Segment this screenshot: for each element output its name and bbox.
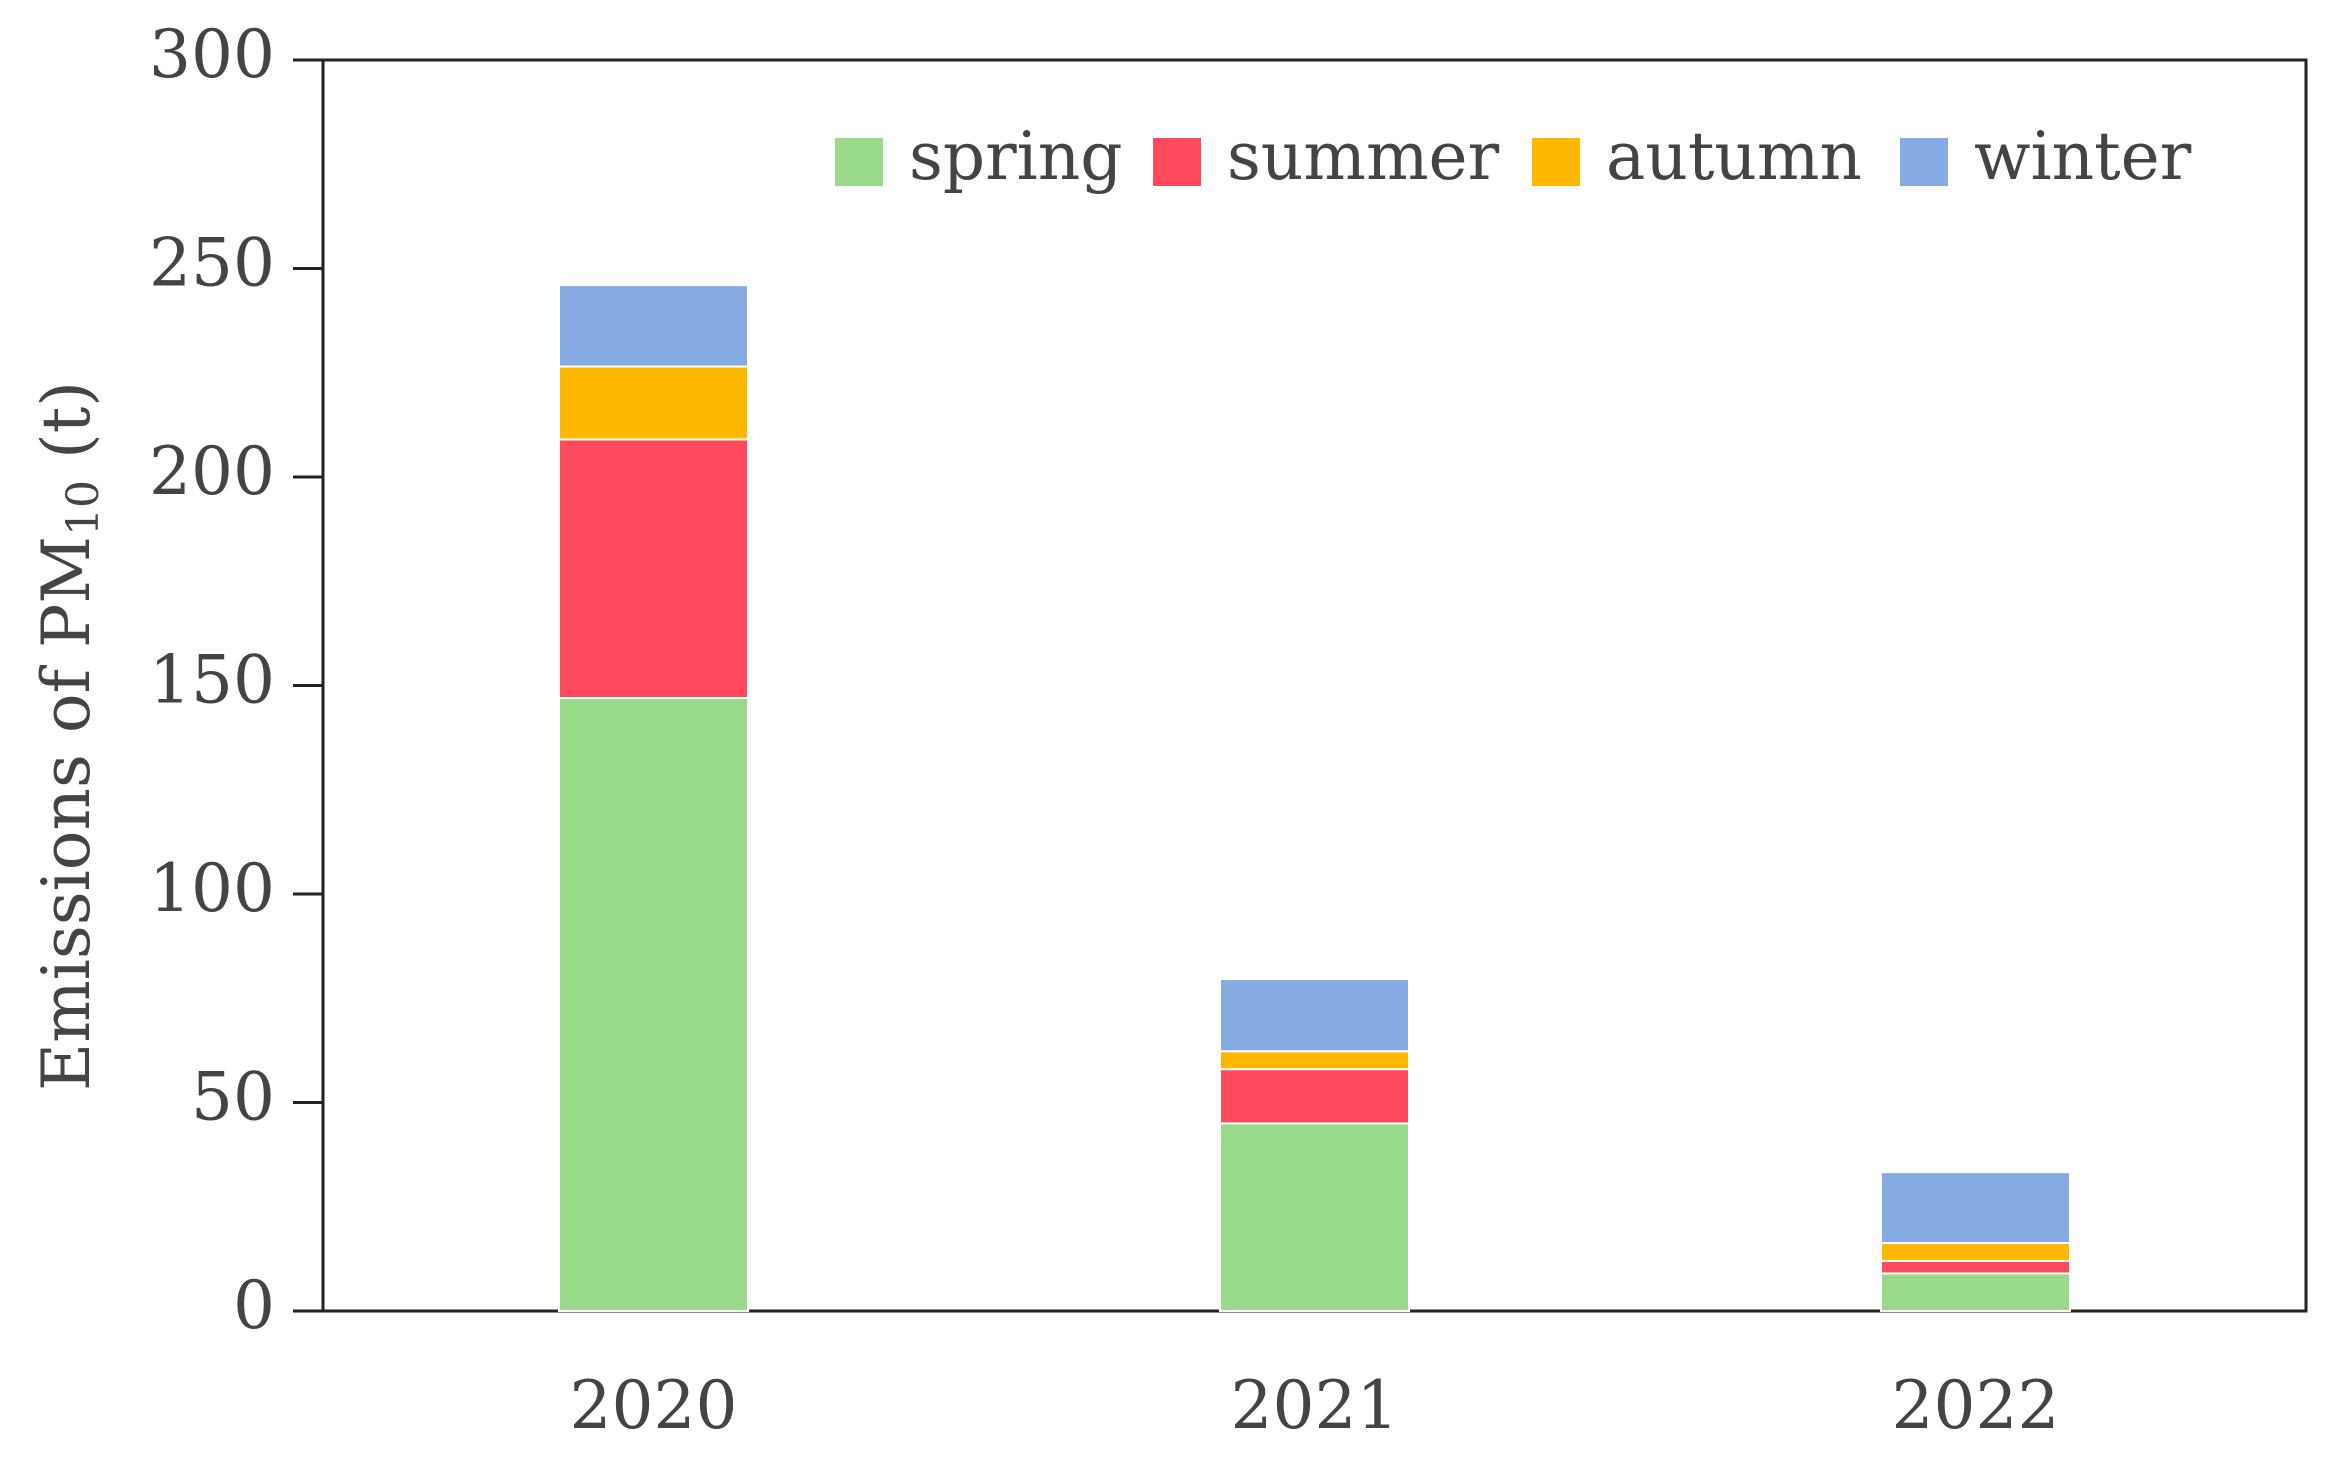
y-tick-label: 50: [191, 1059, 275, 1136]
legend-swatch: [835, 138, 883, 186]
y-label-main: Emissions of PM: [28, 536, 105, 1091]
bar-segment: [558, 438, 749, 700]
legend-label: winter: [1974, 118, 2192, 195]
x-tick-label: 2020: [570, 1367, 738, 1444]
bar-segment: [558, 284, 749, 368]
bar-segment: [1880, 1272, 2071, 1312]
y-label-sub: 10: [58, 480, 109, 536]
bar-segment: [1880, 1259, 2071, 1275]
y-tick-label: 0: [233, 1267, 275, 1344]
bar-segment: [1219, 978, 1410, 1053]
bar-segment: [1880, 1242, 2071, 1262]
bar-segment: [1219, 1068, 1410, 1125]
bar-segment: [558, 697, 749, 1312]
bar-segment: [1219, 1122, 1410, 1312]
y-tick-label: 150: [149, 642, 275, 719]
legend-label: summer: [1227, 118, 1500, 195]
bar-segment: [1880, 1171, 2071, 1245]
bar-segment: [1219, 1050, 1410, 1071]
y-label-unit: (t): [28, 381, 105, 480]
x-tick-label: 2021: [1231, 1367, 1399, 1444]
legend-label: autumn: [1606, 118, 1862, 195]
legend-swatch: [1532, 138, 1580, 186]
x-tick-label: 2022: [1892, 1367, 2060, 1444]
legend-swatch: [1900, 138, 1948, 186]
legend-swatch: [1153, 138, 1201, 186]
y-tick-label: 300: [149, 16, 275, 93]
y-tick-label: 100: [149, 850, 275, 927]
y-tick-label: 200: [149, 433, 275, 510]
y-axis-label: Emissions of PM10 (t): [28, 381, 109, 1091]
bar-segment: [558, 365, 749, 441]
y-tick-label: 250: [149, 225, 275, 302]
legend-label: spring: [909, 118, 1123, 195]
